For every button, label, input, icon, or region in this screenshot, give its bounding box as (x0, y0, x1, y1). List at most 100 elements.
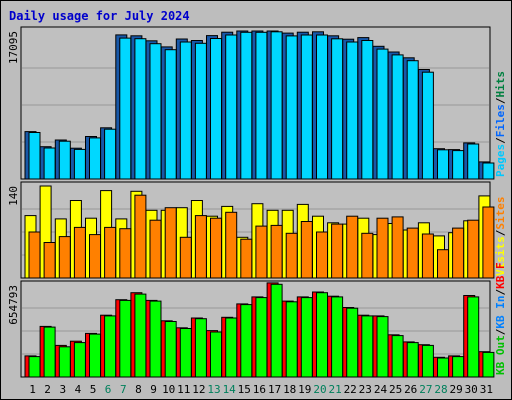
chart-title: Daily usage for July 2024 (9, 9, 190, 23)
x-tick-label-25: 25 (389, 383, 402, 396)
x-tick-label-17: 17 (268, 383, 281, 396)
bar-hits-2-day-6 (104, 128, 117, 180)
bar-kbytes-2-day-1 (28, 356, 41, 378)
bar-kbytes-2-day-30 (467, 296, 480, 378)
bar-hits-2-day-22 (346, 41, 359, 180)
bar-visits-2-day-22 (346, 215, 359, 279)
bar-visits-2-day-9 (149, 219, 162, 279)
bar-kbytes-2-day-15 (240, 304, 253, 378)
x-tick-label-1: 1 (29, 383, 36, 396)
x-tick-label-31: 31 (480, 383, 493, 396)
bar-kbytes-2-day-26 (406, 342, 419, 378)
legend-entry: Pages (494, 144, 507, 177)
legend-entry: KB F (494, 262, 507, 289)
x-tick-label-10: 10 (162, 383, 175, 396)
legend-hits: Pages/Files/Hits (494, 71, 507, 177)
x-tick-label-12: 12 (192, 383, 205, 396)
bar-visits-2-day-19 (300, 221, 313, 279)
bar-kbytes-2-day-11 (179, 328, 192, 378)
bar-kbytes-2-day-20 (316, 292, 328, 378)
bar-hits-2-day-7 (119, 37, 132, 180)
bar-hits-2-day-8 (134, 38, 147, 180)
bar-visits-2-day-8 (134, 194, 147, 279)
x-tick-label-29: 29 (449, 383, 462, 396)
bar-visits-2-day-28 (437, 249, 449, 279)
bar-kbytes-2-day-28 (437, 357, 449, 378)
legend-entry: Visits (494, 236, 507, 276)
bar-kbytes-2-day-29 (452, 356, 465, 378)
bar-visits-2-day-25 (391, 216, 404, 279)
y-max-label-hits: 17095 (7, 31, 20, 64)
bar-hits-2-day-2 (43, 147, 56, 180)
legend-entry: Hits (494, 71, 507, 98)
bar-hits-2-day-28 (437, 149, 449, 180)
bar-visits-2-day-21 (331, 223, 344, 279)
bar-hits-2-day-3 (58, 140, 71, 180)
bar-visits-2-day-17 (270, 224, 283, 279)
bar-visits-2-day-24 (376, 217, 389, 279)
bar-visits-2-day-12 (194, 215, 207, 279)
bar-kbytes-2-day-17 (270, 283, 283, 378)
x-tick-label-3: 3 (59, 383, 66, 396)
bar-visits-2-day-29 (452, 227, 465, 279)
bar-hits-2-day-13 (210, 38, 222, 180)
legend-entry: / (494, 289, 507, 296)
bar-visits-2-day-1 (28, 231, 41, 279)
bar-hits-2-day-16 (255, 31, 268, 180)
bar-hits-2-day-5 (89, 137, 101, 180)
x-tick-label-26: 26 (404, 383, 417, 396)
bar-hits-2-day-10 (164, 49, 177, 180)
bar-hits-2-day-19 (300, 34, 313, 180)
bar-kbytes-2-day-8 (134, 293, 147, 378)
legend-entry: KB Out (494, 335, 507, 375)
bar-hits-2-day-18 (285, 35, 298, 180)
bar-kbytes-2-day-7 (119, 299, 132, 378)
bar-kbytes-2-day-25 (391, 335, 404, 378)
x-tick-label-23: 23 (359, 383, 372, 396)
x-tick-label-19: 19 (298, 383, 311, 396)
legend-entry: Files (494, 104, 507, 137)
x-tick-label-7: 7 (120, 383, 127, 396)
bar-kbytes-2-day-31 (482, 351, 495, 378)
x-tick-label-9: 9 (150, 383, 157, 396)
bar-visits-2-day-16 (255, 225, 268, 279)
bar-kbytes-2-day-4 (73, 342, 86, 378)
bar-kbytes-2-day-24 (376, 316, 389, 378)
bar-hits-2-day-24 (376, 48, 389, 180)
x-tick-label-18: 18 (283, 383, 296, 396)
x-tick-label-4: 4 (75, 383, 82, 396)
legend-visits: Visits/Sites (494, 197, 507, 277)
x-tick-label-22: 22 (344, 383, 357, 396)
x-tick-label-2: 2 (44, 383, 51, 396)
bar-kbytes-2-day-14 (225, 317, 238, 378)
bar-hits-2-day-12 (194, 42, 207, 180)
bar-kbytes-2-day-10 (164, 321, 177, 378)
bar-kbytes-2-day-9 (149, 300, 162, 378)
bar-hits-2-day-30 (467, 143, 480, 180)
legend-entry: / (494, 229, 507, 236)
x-tick-label-11: 11 (177, 383, 190, 396)
bar-visits-2-day-13 (210, 217, 222, 279)
bar-kbytes-2-day-16 (255, 297, 268, 378)
bar-hits-2-day-17 (270, 31, 283, 180)
bar-hits-2-day-31 (482, 162, 495, 180)
y-max-label-kbytes: 654793 (7, 285, 20, 325)
bar-kbytes-2-day-5 (89, 333, 101, 378)
bar-kbytes-2-day-21 (331, 296, 344, 378)
bar-hits-2-day-1 (28, 132, 41, 180)
bar-kbytes-2-day-23 (361, 315, 374, 378)
x-tick-label-24: 24 (374, 383, 388, 396)
bar-kbytes-2-day-13 (210, 331, 222, 378)
y-max-label-visits: 140 (7, 186, 20, 206)
bar-kbytes-2-day-18 (285, 301, 298, 378)
bar-visits-2-day-10 (164, 207, 177, 279)
bar-visits-2-day-7 (119, 228, 132, 279)
bar-visits-2-day-6 (104, 226, 117, 279)
legend-entry: / (494, 137, 507, 144)
bar-kbytes-2-day-2 (43, 326, 56, 378)
bar-visits-2-day-15 (240, 238, 253, 279)
bar-hits-2-day-9 (149, 43, 162, 180)
bar-visits-2-day-14 (225, 211, 238, 279)
